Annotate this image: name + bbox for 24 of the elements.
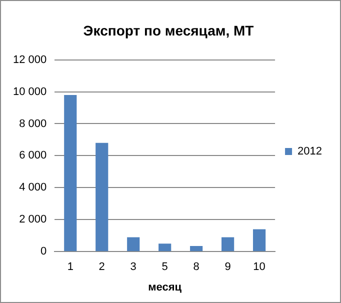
- bar: [64, 94, 77, 252]
- bar: [158, 244, 172, 252]
- x-axis-title: месяц: [148, 281, 182, 294]
- y-tick-label: 12 000: [12, 54, 47, 66]
- legend-label: 2012: [298, 146, 322, 158]
- bar: [190, 246, 203, 252]
- bar: [127, 237, 140, 252]
- y-tick-label: 6 000: [19, 150, 47, 162]
- x-tick-label: 8: [193, 261, 200, 274]
- y-tick-label: 10 000: [12, 86, 47, 98]
- y-tick-label: 2 000: [19, 214, 47, 226]
- x-tick-label: 2: [98, 261, 105, 274]
- chart-title: Экспорт по месяцам, МТ: [83, 22, 254, 38]
- y-tick-label: 8 000: [19, 118, 47, 130]
- x-tick-label: 1: [67, 261, 74, 274]
- bar: [96, 142, 108, 252]
- bar: [222, 237, 234, 252]
- x-tick-label: 5: [162, 261, 168, 274]
- x-tick-label: 9: [224, 261, 231, 274]
- x-tick-label: 3: [130, 261, 136, 274]
- x-tick-label: 10: [253, 261, 266, 274]
- bar: [252, 229, 266, 252]
- y-tick-label: 4 000: [19, 182, 47, 194]
- y-tick-label: 0: [40, 246, 47, 258]
